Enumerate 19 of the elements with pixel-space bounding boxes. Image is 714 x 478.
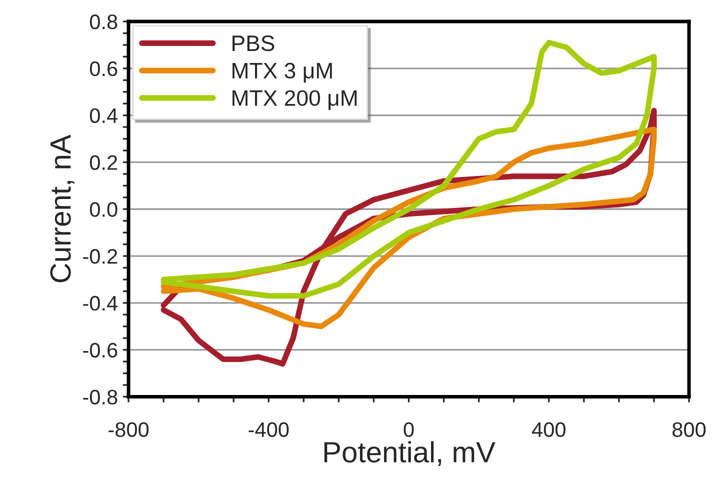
y-tick-label: 0.2	[90, 155, 118, 170]
y-tick-label: -0.8	[83, 390, 118, 404]
x-tick-label: 800	[672, 422, 706, 438]
legend-label: MTX 3 μM	[232, 62, 332, 83]
legend-label: PBS	[232, 35, 274, 52]
x-tick-label: 400	[532, 422, 566, 438]
x-axis-title: Potential, mV	[324, 441, 496, 466]
y-tick-label: 0.6	[90, 61, 118, 76]
x-tick-label: -400	[248, 422, 289, 438]
y-tick-label: -0.4	[83, 296, 118, 311]
y-tick-label: 0.0	[90, 202, 118, 217]
legend-label: MTX 200 μM	[232, 90, 357, 110]
x-tick-label: 0	[404, 422, 414, 438]
x-tick-label: -800	[108, 422, 149, 438]
y-tick-label: -0.6	[83, 342, 118, 358]
y-tick-label: 0.4	[90, 108, 118, 124]
y-axis-title: Current, nA	[50, 134, 74, 282]
y-tick-label: 0.8	[90, 14, 118, 30]
y-tick-label: -0.2	[83, 249, 118, 264]
